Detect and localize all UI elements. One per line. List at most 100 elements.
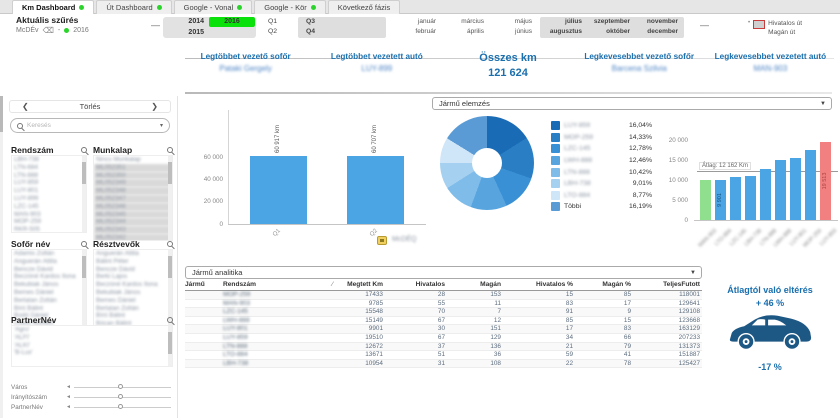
bar-MOP-259[interactable] — [805, 150, 816, 220]
list-item[interactable]: ML052343 — [94, 226, 172, 234]
list-item[interactable]: Adamis Zoltán — [14, 250, 55, 257]
list-item[interactable]: ML052347 — [94, 194, 172, 203]
slider-track[interactable] — [73, 403, 171, 409]
pager-prev-icon[interactable]: ❮ — [22, 102, 29, 111]
month-column[interactable]: március április — [442, 17, 490, 37]
legend-row[interactable]: MOP-259 14,33% — [551, 132, 652, 144]
list-item[interactable]: Bernes Dániel — [96, 296, 136, 304]
list-item[interactable]: Beczóné Kardos Ilona — [96, 281, 158, 289]
month-augusztus[interactable]: augusztus — [549, 28, 582, 35]
clear-selections-button[interactable]: Törlés — [79, 102, 101, 111]
clear-filter-icon[interactable]: ⌫ — [42, 26, 54, 35]
list-item[interactable]: LUY-801 — [14, 187, 39, 195]
list-item[interactable]: Beczóné Kardos Ilona — [14, 273, 76, 281]
list-item[interactable]: Nincs Munkalap — [96, 156, 141, 163]
search-dropdown-icon[interactable]: ▾ — [159, 123, 163, 129]
list-item[interactable]: Bíró Bálint — [96, 312, 126, 320]
month-április[interactable]: április — [467, 28, 484, 35]
list-item[interactable]: ML052342 — [94, 233, 172, 240]
bar-Q1[interactable] — [250, 155, 307, 224]
sidebar-scrollbar[interactable] — [0, 96, 3, 418]
vehicle-analytics-select[interactable]: Jármű analitika ▼ — [185, 266, 702, 279]
legend-row[interactable]: LUY-859 16,04% — [551, 120, 652, 132]
global-search-input[interactable]: Keresés ▾ — [10, 118, 170, 133]
bar-MAN-903[interactable] — [700, 180, 711, 220]
listbox-scrollbar[interactable] — [168, 156, 172, 240]
month-május[interactable]: május — [514, 18, 532, 25]
search-icon[interactable] — [167, 316, 173, 323]
table-row[interactable]: MOP-259 17433 28 153 15 85 118001 — [185, 291, 702, 300]
legend-row[interactable]: LTO-884 8,77% — [551, 190, 652, 202]
list-item[interactable]: 'B-Lux' — [14, 349, 33, 357]
table-row[interactable]: LWH-888 15149 67 12 85 15 123668 — [185, 317, 702, 326]
table-row[interactable]: LBH-738 10954 31 108 22 78 125427 — [185, 359, 702, 369]
list-item[interactable]: ML052349 — [94, 179, 172, 188]
listbox-scrollbar[interactable] — [168, 326, 172, 366]
search-icon[interactable] — [167, 146, 173, 153]
list-item[interactable]: LUY-859 — [14, 179, 39, 187]
month-column[interactable]: szeptember október — [588, 17, 636, 38]
list-item[interactable]: Bíró Bálint — [14, 304, 44, 312]
list-item[interactable]: RKR-505 — [14, 226, 40, 233]
list-item[interactable]: Bodó Dániel — [14, 312, 49, 320]
list-item[interactable]: ML052345 — [94, 210, 172, 219]
table-row[interactable]: LTN-888 12672 37 136 21 79 131373 — [185, 342, 702, 352]
list-item[interactable]: 'Agro' — [14, 326, 30, 333]
listbox-scrollbar[interactable] — [82, 156, 86, 232]
month-december[interactable]: december — [647, 28, 678, 35]
search-icon[interactable] — [167, 240, 173, 247]
table-row[interactable]: LUY-801 9901 30 151 17 83 163129 — [185, 325, 702, 334]
column-header-mag-n-[interactable]: Magán % — [602, 281, 631, 288]
list-item[interactable]: Anguerán Attila — [14, 257, 57, 265]
quarter-q3[interactable]: Q3 — [306, 18, 316, 25]
month-január[interactable]: január — [417, 18, 436, 25]
list-item[interactable]: LZC-145 — [14, 202, 39, 210]
quarter-q1[interactable]: Q1 — [268, 18, 278, 25]
month-október[interactable]: október — [606, 28, 630, 35]
list-item[interactable]: Bekubiak János — [14, 281, 59, 289]
list-item[interactable]: Berki Lajos — [96, 273, 128, 281]
legend-row[interactable]: LTN-888 10,42% — [551, 166, 652, 178]
list-item[interactable]: 'ALKI' — [14, 341, 31, 349]
tab-km-dashboard[interactable]: Km Dashboard — [12, 0, 95, 14]
list-item[interactable]: Bócan Bálint — [96, 320, 132, 327]
vehicle-analysis-select[interactable]: Jármű elemzés ▼ — [432, 97, 832, 110]
slider-left-arrow-icon[interactable]: ◄ — [66, 394, 71, 400]
legend-row[interactable]: LZC-145 12,78% — [551, 143, 652, 155]
list-item[interactable]: LUY-899 — [14, 194, 39, 202]
listbox-scrollbar[interactable] — [168, 250, 172, 326]
bar-LTO-884[interactable] — [715, 179, 726, 220]
bar-LUY-859[interactable] — [820, 141, 831, 220]
column-header-megtett-km[interactable]: ∕ Megtett Km — [331, 281, 383, 288]
list-item[interactable]: LTN-888 — [14, 171, 39, 179]
bar-Q2[interactable] — [347, 156, 404, 224]
search-icon[interactable] — [81, 146, 87, 153]
legend-row[interactable]: Többi 16,19% — [551, 201, 652, 213]
column-header-teljesfutott[interactable]: TeljesFutott — [663, 281, 700, 288]
month-június[interactable]: június — [515, 28, 532, 35]
collapse-months-button[interactable]: — — [700, 20, 709, 30]
list-item[interactable]: Bencze Dávid — [96, 265, 135, 273]
column-header-mag-n[interactable]: Magán — [480, 281, 501, 288]
slider-handle[interactable] — [117, 403, 123, 409]
bar-LUY-801[interactable] — [790, 158, 801, 220]
table-row[interactable]: LTO-884 13671 51 36 59 41 151887 — [185, 351, 702, 360]
year-2014[interactable]: 2014 — [188, 18, 204, 25]
legend-row[interactable]: LWH-888 12,46% — [551, 155, 652, 167]
search-icon[interactable] — [81, 240, 87, 247]
column-header-j-rm-[interactable]: Jármű — [185, 281, 205, 288]
slider-handle[interactable] — [117, 393, 123, 399]
month-column[interactable]: november december — [636, 17, 684, 38]
list-item[interactable]: MAN-903 — [14, 210, 41, 218]
slider-left-arrow-icon[interactable]: ◄ — [66, 384, 71, 390]
month-július[interactable]: július — [565, 18, 582, 25]
list-item[interactable]: Bálint Péter — [96, 257, 129, 265]
slider-left-arrow-icon[interactable]: ◄ — [66, 404, 71, 410]
list-item[interactable]: ML052348 — [94, 187, 172, 195]
list-item[interactable]: Bencze Dávid — [14, 265, 53, 273]
list-item[interactable]: 'ALFI' — [14, 333, 30, 341]
slider-track[interactable] — [73, 383, 171, 389]
column-header-hivatalos-[interactable]: Hivatalos % — [535, 281, 573, 288]
column-header-hivatalos[interactable]: Hivatalos — [415, 281, 445, 288]
year-2016-selected[interactable]: 2016 — [209, 17, 255, 27]
